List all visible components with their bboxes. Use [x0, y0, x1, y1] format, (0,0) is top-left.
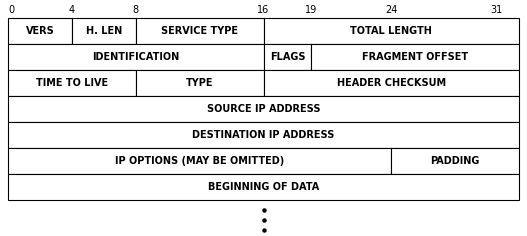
Text: TOTAL LENGTH: TOTAL LENGTH	[350, 26, 432, 36]
Text: 0: 0	[8, 5, 14, 15]
Bar	[264, 18, 519, 44]
Text: SERVICE TYPE: SERVICE TYPE	[161, 26, 238, 36]
Bar	[136, 70, 264, 96]
Text: SOURCE IP ADDRESS: SOURCE IP ADDRESS	[207, 104, 320, 114]
Bar	[311, 44, 519, 70]
Bar	[8, 70, 136, 96]
Text: H. LEN: H. LEN	[86, 26, 122, 36]
Text: HEADER CHECKSUM: HEADER CHECKSUM	[337, 78, 446, 88]
Text: 31: 31	[491, 5, 503, 15]
Text: 24: 24	[385, 5, 397, 15]
Bar	[8, 174, 519, 200]
Bar	[264, 70, 519, 96]
Text: 8: 8	[133, 5, 139, 15]
Bar	[391, 148, 519, 174]
Bar	[8, 44, 264, 70]
Text: VERS: VERS	[26, 26, 54, 36]
Text: DESTINATION IP ADDRESS: DESTINATION IP ADDRESS	[192, 130, 335, 140]
Bar	[8, 148, 391, 174]
Bar	[8, 122, 519, 148]
Text: TYPE: TYPE	[186, 78, 213, 88]
Bar	[264, 44, 311, 70]
Text: FRAGMENT OFFSET: FRAGMENT OFFSET	[362, 52, 469, 62]
Text: 16: 16	[257, 5, 270, 15]
Bar	[136, 18, 264, 44]
Bar	[8, 96, 519, 122]
Text: 4: 4	[69, 5, 75, 15]
Bar	[8, 18, 72, 44]
Text: IDENTIFICATION: IDENTIFICATION	[92, 52, 179, 62]
Text: TIME TO LIVE: TIME TO LIVE	[36, 78, 108, 88]
Text: BEGINNING OF DATA: BEGINNING OF DATA	[208, 182, 319, 192]
Text: PADDING: PADDING	[431, 156, 480, 166]
Text: IP OPTIONS (MAY BE OMITTED): IP OPTIONS (MAY BE OMITTED)	[115, 156, 284, 166]
Text: FLAGS: FLAGS	[270, 52, 305, 62]
Text: 19: 19	[305, 5, 318, 15]
Bar	[72, 18, 136, 44]
